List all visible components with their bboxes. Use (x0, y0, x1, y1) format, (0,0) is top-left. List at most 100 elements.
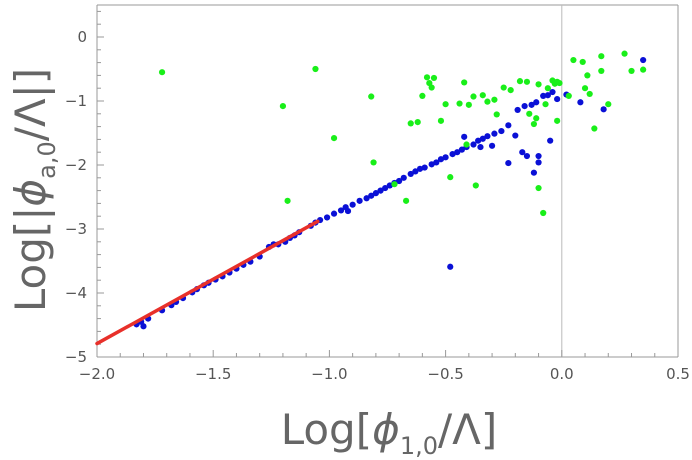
y-axis-title-tail: /Λ|] (6, 68, 55, 141)
axis-ticks: −2.0 −1.5 −1.0 −0.5 0.0 0.5 −5 −4 −3 −2 −1 0 (65, 10, 690, 383)
blue-data-point (475, 137, 482, 144)
green-data-point (533, 115, 540, 122)
green-data-point (465, 101, 472, 108)
green-data-point (491, 96, 498, 103)
green-data-point (368, 93, 375, 100)
green-data-point (640, 66, 647, 73)
blue-data-point (428, 161, 435, 168)
green-data-point (554, 117, 561, 124)
blue-data-point (514, 106, 521, 114)
green-data-point (542, 101, 549, 108)
y-axis-title-main: Log[| (6, 207, 55, 313)
green-data-point (598, 53, 605, 60)
blue-data-point (407, 170, 414, 178)
blue-data-point (442, 154, 449, 161)
blue-data-point (488, 142, 496, 149)
green-data-point (330, 135, 338, 142)
y-tick-label: −2 (65, 156, 87, 174)
blue-data-point (344, 207, 352, 215)
green-data-point (461, 79, 468, 86)
green-data-point (535, 81, 542, 88)
green-data-point (428, 84, 435, 91)
green-data-point (628, 67, 635, 75)
x-tick-label: 0.5 (666, 365, 690, 383)
green-data-point (586, 90, 593, 98)
green-data-point (391, 181, 398, 188)
blue-data-point (470, 141, 477, 148)
blue-data-point (523, 152, 531, 160)
green-data-point (407, 120, 414, 127)
blue-data-point (484, 133, 491, 140)
x-tick-label: 0.0 (550, 365, 574, 383)
blue-data-point (544, 92, 551, 99)
data-points (133, 50, 647, 330)
blue-data-point (416, 165, 424, 172)
blue-data-point (400, 174, 407, 181)
green-data-point (463, 141, 470, 148)
blue-data-point (528, 101, 535, 108)
blue-data-point (363, 195, 370, 202)
green-data-point (591, 125, 598, 132)
blue-data-point (454, 149, 461, 156)
green-data-point (447, 174, 454, 181)
x-axis-title-tail: /Λ] (438, 405, 497, 454)
green-data-point (579, 58, 586, 66)
y-tick-label: −3 (65, 220, 87, 238)
green-data-point (419, 92, 426, 99)
x-axis-title: Log[ϕ1,0/Λ] (281, 405, 498, 460)
blue-data-point (323, 214, 331, 221)
blue-data-point (458, 146, 465, 153)
y-tick-label: −5 (65, 348, 87, 366)
green-data-point (479, 92, 486, 99)
green-data-point (484, 98, 491, 105)
blue-data-point (368, 192, 375, 199)
x-axis-title-subscript: 1,0 (400, 432, 438, 460)
x-tick-label: −0.5 (427, 365, 463, 383)
blue-data-point (530, 169, 538, 176)
green-data-point (570, 56, 577, 64)
blue-data-point (554, 95, 561, 103)
y-tick-label: −1 (65, 92, 87, 110)
blue-data-point (600, 106, 607, 113)
green-data-point (158, 69, 166, 76)
green-data-point (565, 92, 572, 99)
green-data-point (284, 197, 291, 204)
blue-data-point (356, 197, 363, 204)
green-data-point (472, 182, 479, 189)
green-data-point (493, 111, 500, 118)
blue-data-point (640, 56, 647, 64)
green-data-point (605, 101, 612, 108)
blue-data-point (519, 149, 526, 156)
blue-data-point (505, 159, 512, 167)
blue-data-point (337, 207, 345, 214)
plot-frame (96, 4, 679, 358)
y-axis-title: Log[|ϕa,0/Λ|] (6, 68, 61, 312)
y-tick-label: 0 (77, 28, 87, 46)
blue-data-point (512, 132, 519, 139)
green-data-point (430, 74, 438, 82)
green-data-point (526, 110, 533, 117)
green-data-point (312, 65, 319, 73)
green-data-point (423, 74, 431, 81)
green-data-point (556, 79, 563, 87)
green-data-point (507, 87, 514, 94)
blue-data-point (477, 143, 484, 151)
blue-data-point (533, 99, 540, 106)
x-tick-label: −1.0 (311, 365, 347, 383)
blue-data-point (491, 130, 498, 137)
green-data-point (516, 78, 524, 85)
blue-data-point (140, 323, 147, 330)
green-data-point (370, 159, 377, 166)
blue-data-point (535, 159, 542, 166)
blue-data-point (505, 122, 512, 129)
green-data-point (500, 84, 507, 91)
x-axis-title-main: Log[ (281, 405, 372, 454)
fit-line (95, 219, 320, 346)
green-data-point (279, 103, 287, 110)
blue-data-point (535, 152, 542, 160)
green-data-point (402, 197, 410, 204)
green-data-point (470, 93, 477, 100)
green-data-point (584, 72, 591, 79)
blue-data-point (461, 133, 468, 140)
